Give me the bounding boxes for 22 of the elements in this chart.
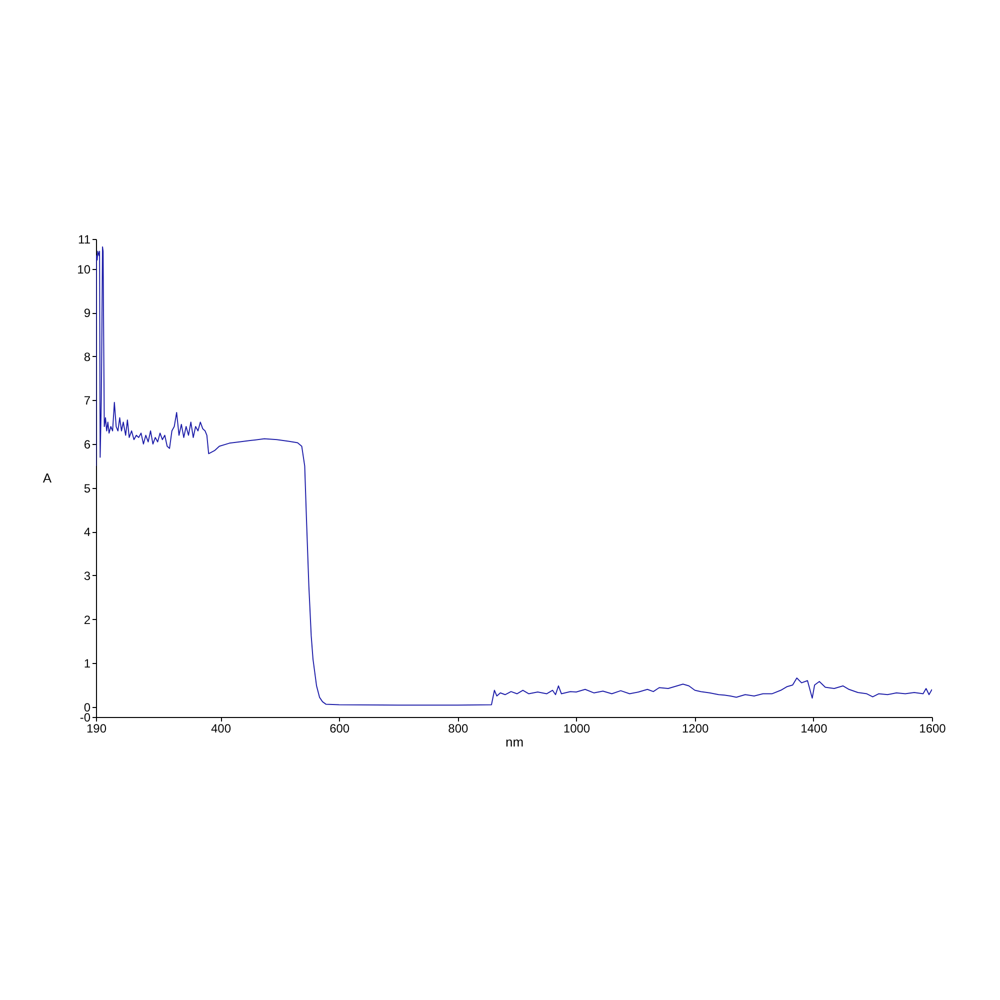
y-tick-label: 1 (84, 656, 91, 671)
x-tick-label: 600 (330, 722, 350, 736)
y-tick-label: 7 (84, 394, 91, 408)
y-tick-label: 2 (84, 612, 91, 627)
x-tick-label: 1200 (682, 722, 710, 736)
x-tick-label: 1400 (800, 722, 828, 736)
y-tick-label: 3 (84, 568, 91, 583)
x-tick-label: 1600 (919, 722, 946, 736)
x-tick-label: 800 (448, 722, 469, 736)
x-tick-label: 190 (86, 722, 107, 736)
y-tick-label: 11 (78, 232, 91, 246)
y-tick-label: 4 (84, 525, 91, 540)
y-axis-title: A (42, 470, 52, 486)
y-tick-label: 6 (84, 438, 91, 452)
y-tick-label: 5 (84, 481, 91, 496)
y-tick-label: 8 (84, 350, 91, 364)
y-tick-label: 10 (77, 262, 91, 276)
x-tick-label: 1000 (563, 722, 590, 736)
line-series (96, 246, 932, 706)
x-tick-label: 400 (210, 722, 232, 736)
x-axis-title: nm (505, 734, 524, 750)
y-tick-label: 9 (84, 306, 91, 320)
